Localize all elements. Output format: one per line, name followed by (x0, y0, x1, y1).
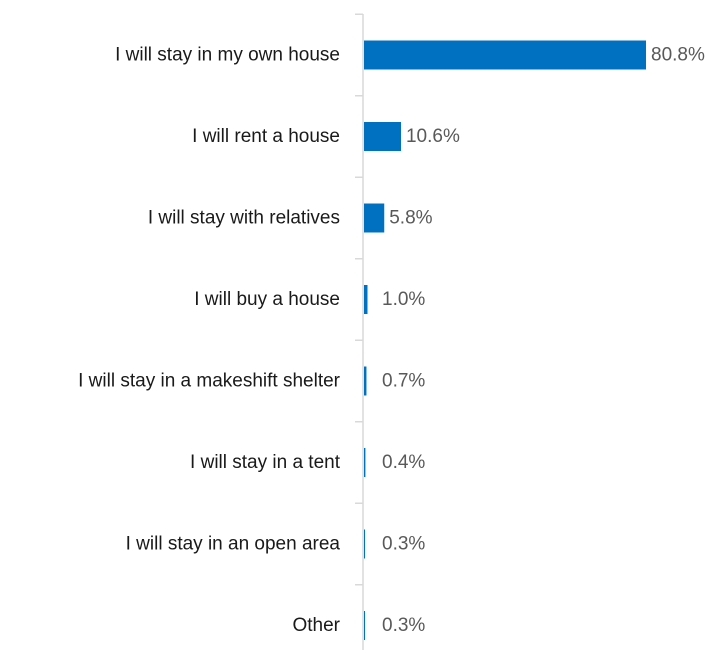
bar (364, 611, 366, 640)
category-label: I will stay with relatives (148, 208, 340, 229)
value-labels: 80.8% 10.6% 5.8% 1.0% 0.7% 0.4% 0.3% 0.3% (382, 45, 705, 637)
category-label: I will stay in a makeshift shelter (78, 371, 341, 392)
category-label: I will rent a house (192, 126, 340, 147)
data-label: 5.8% (389, 208, 432, 229)
data-label: 10.6% (406, 126, 460, 147)
bar (364, 203, 385, 233)
bar (364, 366, 367, 396)
data-label: 0.3% (382, 534, 425, 555)
data-label: 1.0% (382, 289, 425, 310)
bar (364, 40, 646, 70)
bar-group (364, 40, 646, 640)
bar (364, 529, 366, 559)
bar (364, 285, 368, 314)
category-labels: I will stay in my own house I will rent a… (78, 45, 341, 637)
data-label: 0.3% (382, 615, 425, 636)
bar (364, 448, 366, 477)
category-label: I will stay in an open area (126, 534, 341, 555)
axis-ticks (355, 13, 363, 586)
category-label: I will stay in my own house (115, 45, 340, 66)
data-label: 0.7% (382, 371, 425, 392)
data-label: 0.4% (382, 452, 425, 473)
category-label: I will buy a house (194, 289, 340, 310)
bar (364, 122, 401, 151)
category-label: I will stay in a tent (190, 452, 341, 473)
data-label: 80.8% (651, 45, 705, 66)
category-label: Other (292, 615, 340, 636)
